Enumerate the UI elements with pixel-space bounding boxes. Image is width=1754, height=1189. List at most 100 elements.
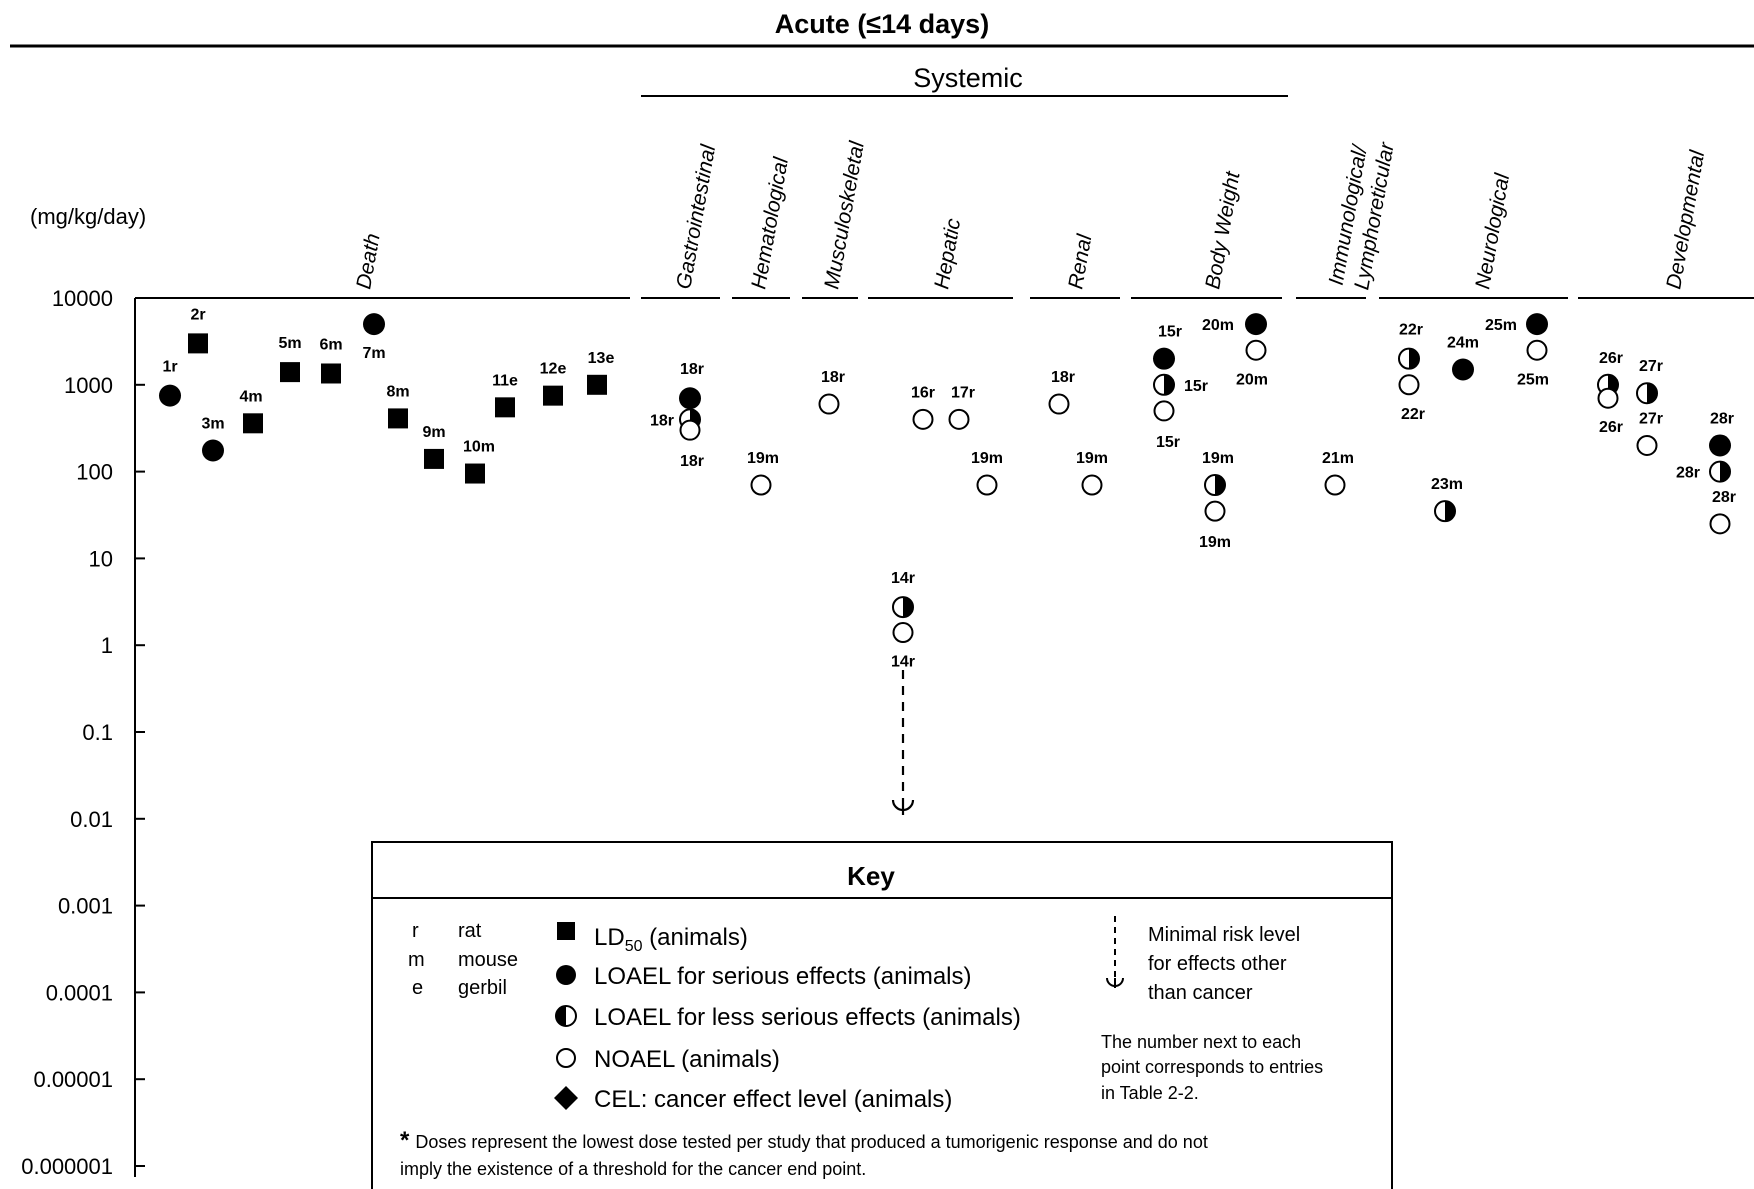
point-noael xyxy=(679,419,701,441)
legend-less-icon xyxy=(555,1005,577,1027)
point-noael xyxy=(750,474,772,496)
point-loael-serious xyxy=(1153,347,1175,370)
species-code-m: m xyxy=(408,949,425,971)
point-label: 14r xyxy=(891,570,915,587)
point-label: 15r xyxy=(1158,324,1182,341)
point-noael xyxy=(1597,387,1619,409)
point-label: 6m xyxy=(319,336,342,353)
point-loael-serious xyxy=(363,313,385,336)
y-tick-label: 10000 xyxy=(52,286,113,311)
point-label: 16r xyxy=(911,384,935,401)
y-ticks: 10000 1000 100 10 1 0.1 0.01 0.001 0.0001 0.00001… xyxy=(21,286,145,1179)
point-label: 19m xyxy=(1199,534,1231,551)
point-label: 13e xyxy=(588,350,615,367)
point-label: 4m xyxy=(239,388,262,405)
species-code-e: e xyxy=(412,977,423,999)
point-label: 2r xyxy=(190,306,205,323)
point-loael-serious xyxy=(159,384,181,407)
point-label: 9m xyxy=(422,424,445,441)
category-label: Body Weight xyxy=(1201,169,1244,291)
point-loael-serious xyxy=(1709,434,1731,457)
point-ld50 xyxy=(543,385,563,406)
point-label: 20m xyxy=(1236,371,1268,388)
data-points: 1r 2r 3m 4m 5m 6m 7m 8m 9m 10m 11e 12e 13e 18r 18r 18r 1… xyxy=(159,306,1736,671)
species-name-mouse: mouse xyxy=(458,949,518,971)
species-name-gerbil: gerbil xyxy=(458,977,507,999)
point-label: 15r xyxy=(1184,378,1208,395)
category-label: Hematological xyxy=(747,155,793,291)
point-label: 8m xyxy=(386,383,409,400)
point-label: 12e xyxy=(540,361,567,378)
point-label: 18r xyxy=(650,412,674,429)
point-label: 18r xyxy=(1051,369,1075,386)
point-loael-less-serious xyxy=(1636,382,1658,405)
legend-cel: CEL: cancer effect level (animals) xyxy=(594,1086,952,1113)
point-label: 26r xyxy=(1599,350,1623,367)
y-tick-label: 100 xyxy=(76,460,113,485)
category-label: Immunological/Lymphoreticular xyxy=(1325,135,1399,291)
point-label: 11e xyxy=(492,372,518,389)
point-label: 19m xyxy=(1076,450,1108,467)
category-labels: Death Gastrointestinal Hematological Muscul… xyxy=(352,135,1709,291)
y-tick-label: 1000 xyxy=(64,373,113,398)
point-loael-less-serious xyxy=(1204,474,1226,497)
chart-title: Acute (≤14 days) xyxy=(775,9,989,39)
point-label: 26r xyxy=(1599,419,1623,436)
point-label: 24m xyxy=(1447,335,1479,352)
point-noael xyxy=(1245,339,1267,361)
point-label: 14r xyxy=(891,654,915,671)
key-box: Key r rat m mouse e gerbil LD50 (animals… xyxy=(371,841,1393,1189)
point-label: 25m xyxy=(1517,371,1549,388)
point-noael xyxy=(1153,400,1175,422)
y-tick-label: 0.000001 xyxy=(21,1154,113,1179)
legend-cel-icon xyxy=(554,1086,578,1110)
category-label: Gastrointestinal xyxy=(672,142,720,291)
y-axis-label: (mg/kg/day) xyxy=(30,204,146,229)
point-ld50 xyxy=(495,397,515,418)
point-noael xyxy=(818,393,840,415)
point-label: 18r xyxy=(680,361,704,378)
point-label: 28r xyxy=(1712,489,1736,506)
point-noael xyxy=(1709,513,1731,535)
y-tick-label: 0.1 xyxy=(82,720,113,745)
point-noael xyxy=(1081,474,1103,496)
point-ld50 xyxy=(587,374,607,395)
species-name-rat: rat xyxy=(458,920,482,942)
category-label: Developmental xyxy=(1662,148,1709,291)
category-label: Death xyxy=(352,232,384,291)
point-loael-less-serious xyxy=(1434,500,1456,523)
mrl-arrow xyxy=(891,670,915,815)
point-noael xyxy=(1324,474,1346,496)
point-loael-serious xyxy=(1452,358,1474,381)
point-ld50 xyxy=(243,413,263,434)
species-code-r: r xyxy=(412,920,419,942)
point-label: 27r xyxy=(1639,358,1663,375)
key-note-line3: in Table 2-2. xyxy=(1101,1083,1199,1103)
point-label: 19m xyxy=(971,450,1003,467)
point-label: 1r xyxy=(162,359,177,376)
point-label: 25m xyxy=(1485,317,1517,334)
legend-noael: NOAEL (animals) xyxy=(594,1046,780,1073)
point-label: 20m xyxy=(1202,317,1234,334)
legend-mrl-line3: than cancer xyxy=(1148,982,1253,1004)
category-label: Hepatic xyxy=(930,216,965,291)
point-ld50 xyxy=(465,463,485,484)
key-note-line1: The number next to each xyxy=(1101,1032,1301,1052)
legend-ld50: LD50 (animals) xyxy=(594,924,748,955)
legend-ld50-icon xyxy=(557,922,575,940)
point-label: 22r xyxy=(1401,406,1425,423)
point-label: 22r xyxy=(1399,322,1423,339)
point-noael xyxy=(912,408,934,430)
point-ld50 xyxy=(188,333,208,354)
y-tick-label: 0.0001 xyxy=(46,980,113,1005)
point-ld50 xyxy=(388,408,408,429)
point-loael-serious xyxy=(679,387,701,410)
point-noael xyxy=(1526,339,1548,361)
point-loael-serious xyxy=(1245,313,1267,336)
point-noael xyxy=(892,622,914,644)
legend-serious-icon xyxy=(556,965,576,985)
point-loael-less-serious xyxy=(892,596,914,619)
legend-mrl-line2: for effects other xyxy=(1148,953,1287,975)
point-noael xyxy=(976,474,998,496)
